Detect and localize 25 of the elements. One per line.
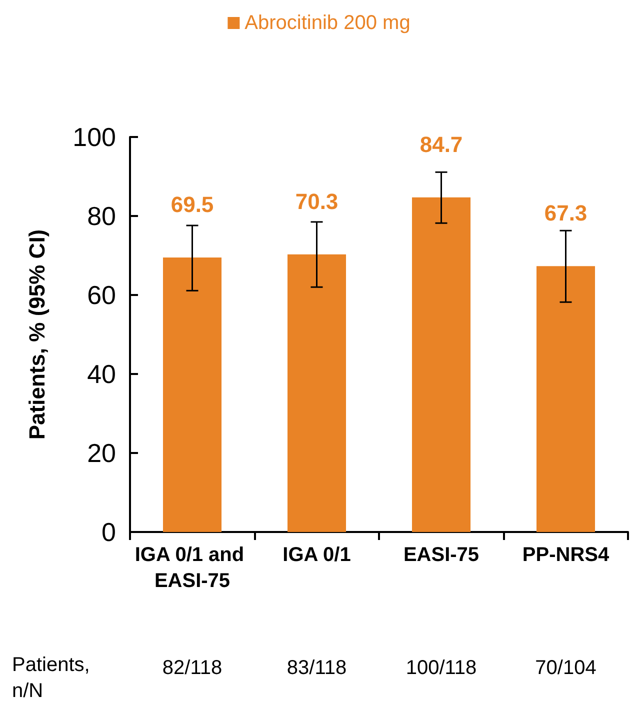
legend-label: Abrocitinib 200 mg [244, 12, 410, 34]
bar [412, 197, 471, 532]
text: 100/118 [406, 657, 477, 679]
y-tick-label: 100 [72, 122, 116, 152]
bar [162, 257, 222, 532]
x-tick-label: IGA 0/1 [282, 544, 351, 566]
bar [536, 266, 596, 532]
x-tick-label: EASI-75 [403, 544, 480, 566]
data-label: 69.5 [170, 192, 214, 217]
y-tick-label: 20 [87, 438, 116, 468]
text: Patients, n/N [12, 654, 90, 702]
data-label: 84.7 [420, 132, 463, 157]
text: 83/118 [286, 657, 347, 679]
data-label: 70.3 [295, 188, 338, 214]
y-tick-label: 80 [87, 201, 116, 231]
text: 70/104 [535, 657, 596, 679]
bar [287, 254, 346, 532]
y-tick-label: 0 [102, 517, 116, 547]
x-tick-label: PP-NRS4 [522, 544, 610, 566]
x-tick-label: IGA 0/1 and EASI-75 [134, 544, 250, 592]
data-label: 67.3 [544, 200, 588, 226]
text: 82/118 [162, 657, 222, 679]
y-tick-label: 60 [87, 280, 116, 310]
y-tick-label: 40 [87, 359, 116, 389]
y-axis-title: Patients, % (95% CI) [24, 229, 50, 440]
